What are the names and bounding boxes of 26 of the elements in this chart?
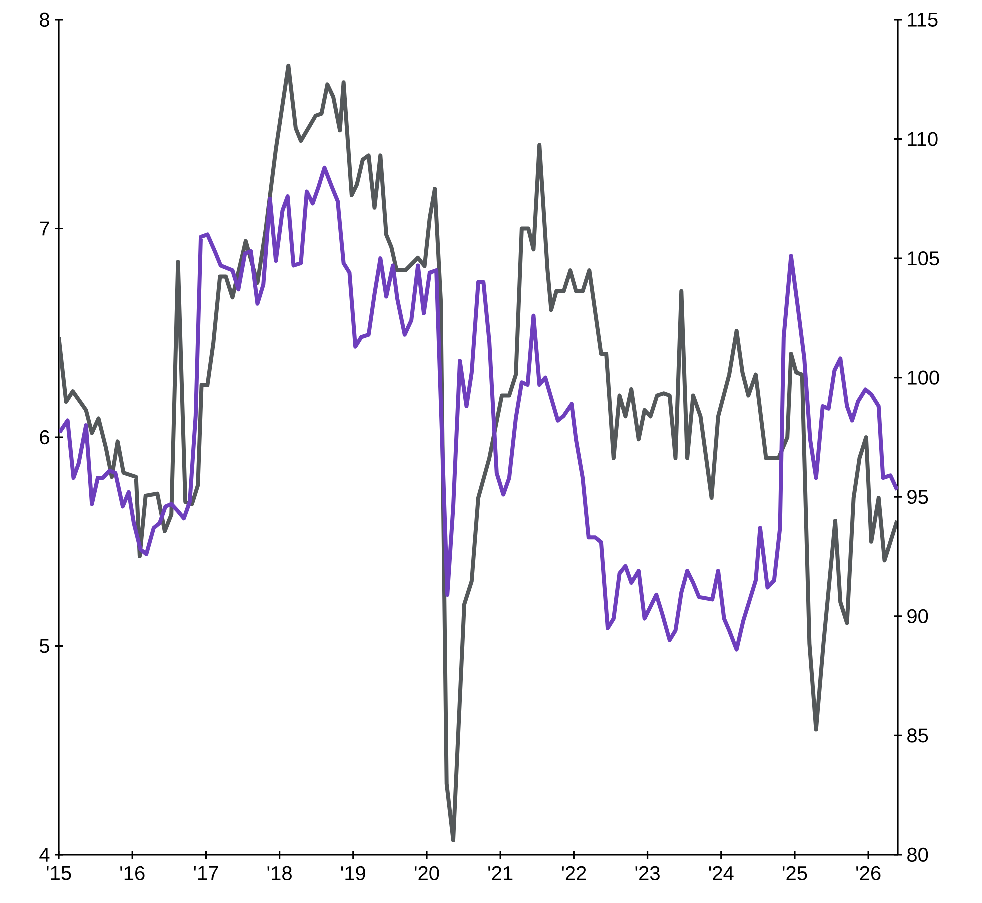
x-tick-label: '17 — [194, 866, 218, 880]
x-tick-label: '23 — [636, 866, 660, 881]
y2-tick-label: 110 — [908, 132, 938, 146]
x-tick-label: '19 — [341, 866, 366, 881]
y-tick-label: 5 — [40, 639, 50, 654]
y2-tick-label: 115 — [908, 13, 938, 27]
x-tick-label: '18 — [268, 866, 292, 881]
y2-tick-label: 85 — [908, 728, 928, 743]
y2-tick-label: 80 — [908, 848, 928, 862]
y2-tick-label: 95 — [908, 490, 928, 504]
y-tick-label: 6 — [40, 430, 50, 445]
x-tick-label: '22 — [562, 866, 586, 880]
y2-tick-label: 100 — [908, 370, 940, 385]
x-tick-label: '20 — [414, 866, 440, 881]
x-tick-label: '16 — [120, 866, 145, 881]
x-tick-label: '24 — [709, 866, 734, 880]
y2-tick-label: 90 — [908, 609, 928, 624]
line-series — [59, 166, 898, 652]
y2-tick-label: 105 — [908, 251, 940, 266]
x-tick-label: '21 — [488, 866, 513, 880]
y-tick-label: 4 — [40, 848, 50, 862]
x-tick-label: '26 — [856, 866, 881, 881]
x-tick-label: '15 — [47, 866, 72, 880]
y-tick-label: 8 — [40, 12, 50, 28]
x-tick-label: '25 — [782, 866, 808, 881]
y-tick-label: 7 — [40, 222, 50, 236]
